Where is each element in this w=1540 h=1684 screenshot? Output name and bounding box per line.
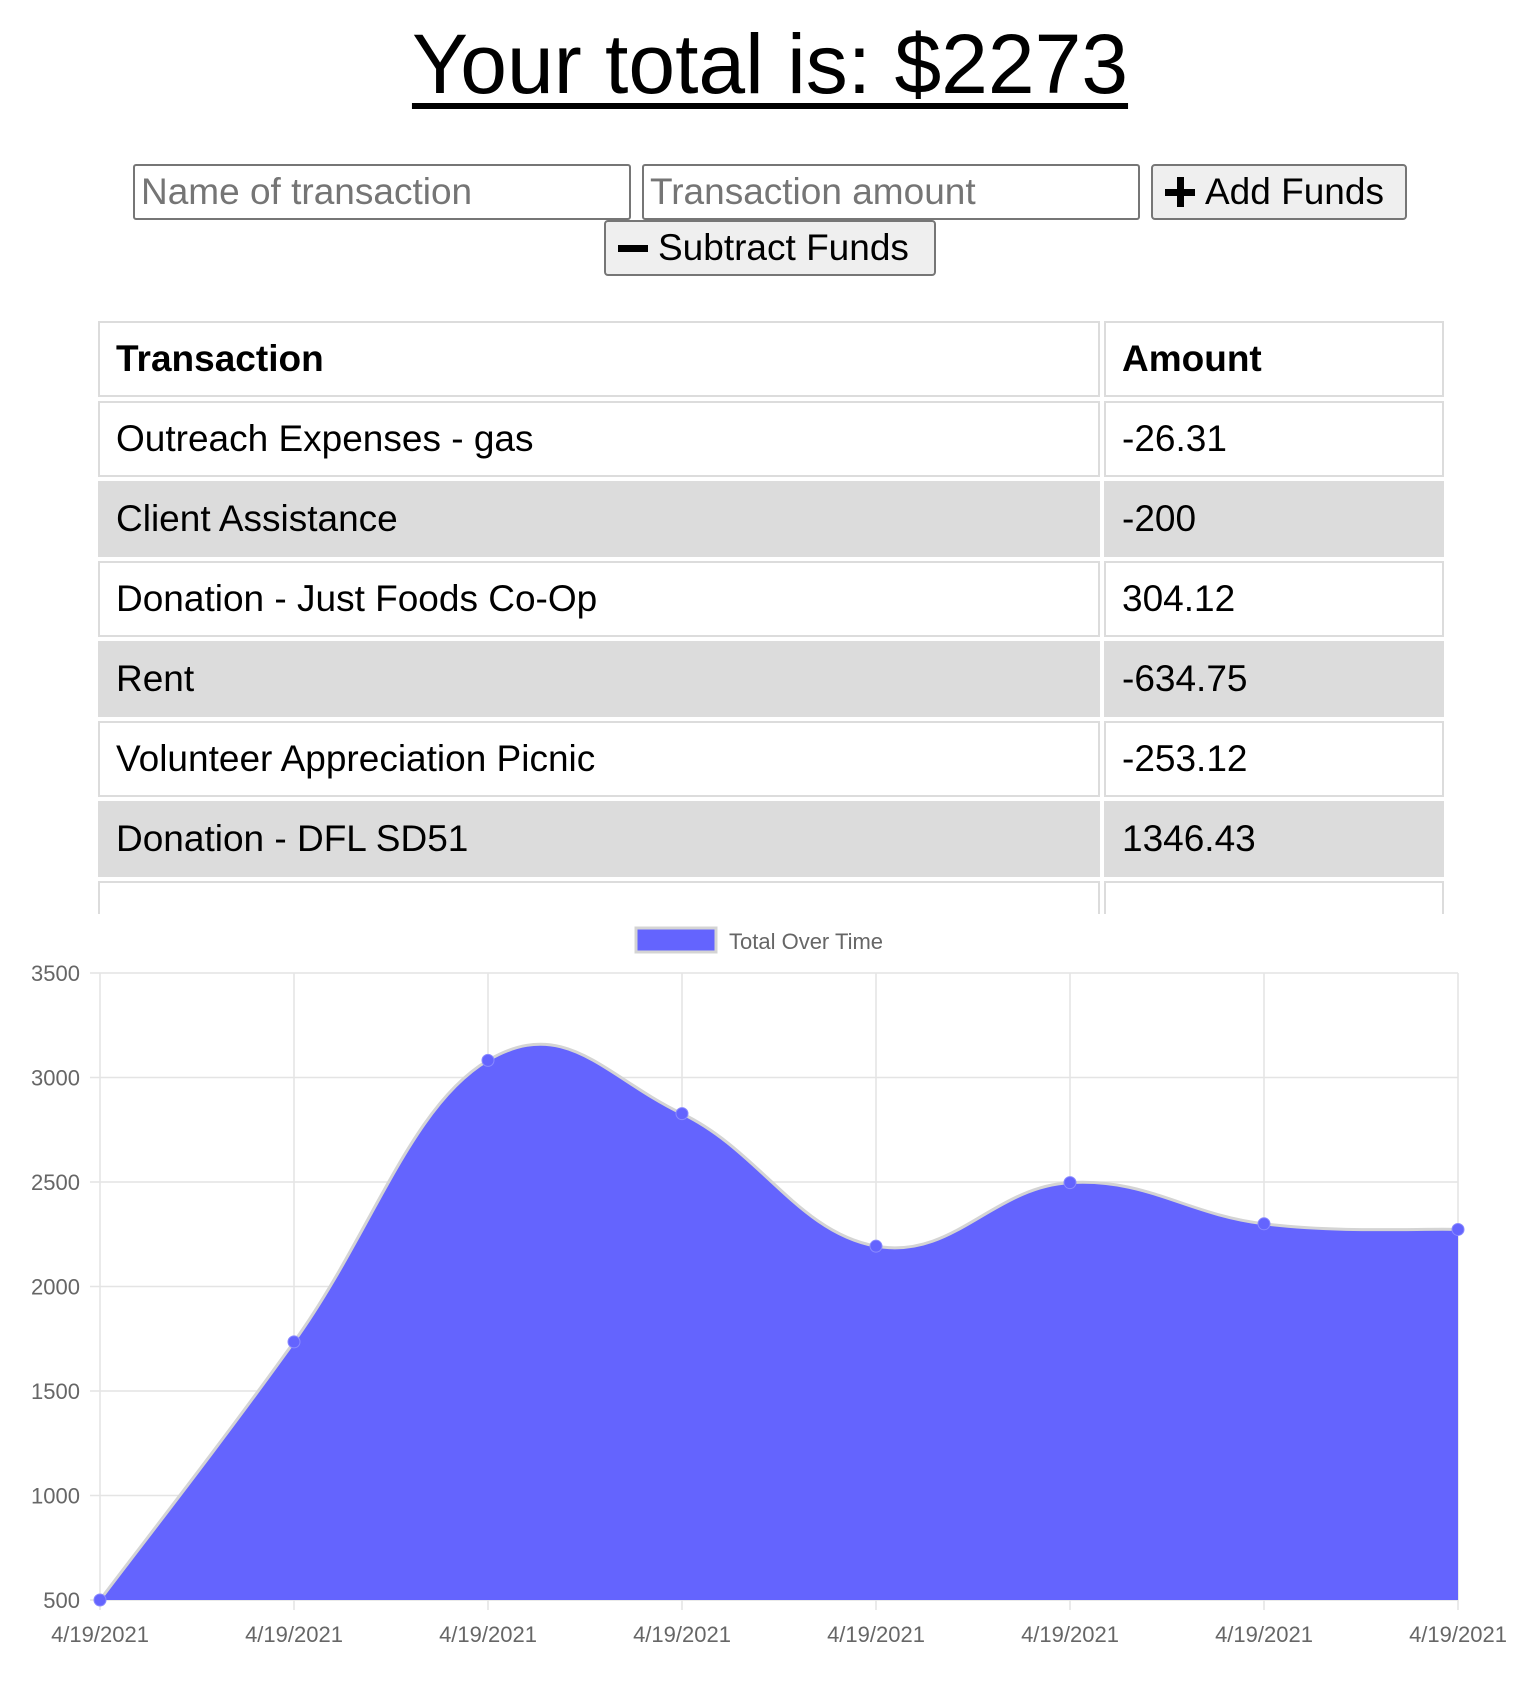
x-axis-ticks: 4/19/2021 4/19/2021 4/19/2021 4/19/2021 4/19… bbox=[51, 1622, 1507, 1647]
data-point bbox=[93, 1593, 107, 1607]
transaction-name: Rent bbox=[98, 641, 1100, 717]
data-point bbox=[481, 1053, 495, 1067]
y-tick-label: 3000 bbox=[31, 1066, 80, 1091]
table-row: Outreach Expenses - gas -26.31 bbox=[98, 401, 1444, 477]
transaction-amount: 1346.43 bbox=[1104, 801, 1444, 877]
subtract-funds-button[interactable]: Subtract Funds bbox=[604, 220, 936, 276]
chart-legend[interactable]: Total Over Time bbox=[634, 926, 883, 954]
table-row: Rent -634.75 bbox=[98, 641, 1444, 717]
y-tick-label: 2500 bbox=[31, 1170, 80, 1195]
header-amount: Amount bbox=[1104, 321, 1444, 397]
transaction-name: Client Assistance bbox=[98, 481, 1100, 557]
minus-icon bbox=[618, 233, 648, 263]
transaction-amount bbox=[1104, 881, 1444, 914]
chart-series-line bbox=[98, 1042, 1459, 1601]
chart-points bbox=[93, 1053, 1465, 1607]
transaction-amount: -200 bbox=[1104, 481, 1444, 557]
data-point bbox=[675, 1107, 689, 1121]
transaction-amount: -634.75 bbox=[1104, 641, 1444, 717]
x-tick-label: 4/19/2021 bbox=[245, 1622, 343, 1647]
data-point bbox=[287, 1335, 301, 1349]
x-tick-label: 4/19/2021 bbox=[827, 1622, 925, 1647]
table-row bbox=[98, 881, 1444, 914]
x-tick-label: 4/19/2021 bbox=[1409, 1622, 1507, 1647]
transaction-name: Donation - Just Foods Co-Op bbox=[98, 561, 1100, 637]
transaction-amount: -26.31 bbox=[1104, 401, 1444, 477]
x-tick-label: 4/19/2021 bbox=[1021, 1622, 1119, 1647]
transaction-name: Donation - DFL SD51 bbox=[98, 801, 1100, 877]
table-header-row: Transaction Amount bbox=[98, 321, 1444, 397]
transactions-table: Transaction Amount Outreach Expenses - g… bbox=[96, 317, 1446, 914]
x-tick-label: 4/19/2021 bbox=[51, 1622, 149, 1647]
add-funds-label: Add Funds bbox=[1205, 171, 1384, 212]
page-title: Your total is: $2273 bbox=[411, 17, 1129, 111]
data-point bbox=[1451, 1222, 1465, 1236]
header-transaction: Transaction bbox=[98, 321, 1100, 397]
x-tick-label: 4/19/2021 bbox=[439, 1622, 537, 1647]
x-tick-label: 4/19/2021 bbox=[633, 1622, 731, 1647]
transaction-name: Volunteer Appreciation Picnic bbox=[98, 721, 1100, 797]
y-tick-label: 2000 bbox=[31, 1275, 80, 1300]
transactions-table-container[interactable]: Transaction Amount Outreach Expenses - g… bbox=[96, 317, 1446, 914]
transaction-name: Outreach Expenses - gas bbox=[98, 401, 1100, 477]
transaction-name-input[interactable] bbox=[133, 164, 631, 220]
subtract-funds-label: Subtract Funds bbox=[658, 227, 909, 268]
table-row: Donation - Just Foods Co-Op 304.12 bbox=[98, 561, 1444, 637]
table-row: Client Assistance -200 bbox=[98, 481, 1444, 557]
legend-label: Total Over Time bbox=[729, 929, 883, 954]
y-axis-ticks: 500 1000 1500 2000 2500 3000 3500 bbox=[31, 961, 80, 1613]
add-funds-button[interactable]: Add Funds bbox=[1151, 164, 1407, 220]
transaction-amount-input[interactable] bbox=[642, 164, 1140, 220]
transaction-name bbox=[98, 881, 1100, 914]
data-point bbox=[1257, 1217, 1271, 1231]
chart-area-fill bbox=[100, 1044, 1458, 1600]
y-tick-label: 3500 bbox=[31, 961, 80, 986]
data-point bbox=[869, 1239, 883, 1253]
table-row: Donation - DFL SD51 1346.43 bbox=[98, 801, 1444, 877]
transaction-amount: 304.12 bbox=[1104, 561, 1444, 637]
transaction-amount: -253.12 bbox=[1104, 721, 1444, 797]
legend-swatch bbox=[634, 926, 718, 954]
x-tick-label: 4/19/2021 bbox=[1215, 1622, 1313, 1647]
data-point bbox=[1063, 1176, 1077, 1190]
plus-icon bbox=[1165, 177, 1195, 207]
y-tick-label: 500 bbox=[43, 1588, 80, 1613]
table-row: Volunteer Appreciation Picnic -253.12 bbox=[98, 721, 1444, 797]
y-tick-label: 1500 bbox=[31, 1379, 80, 1404]
y-tick-label: 1000 bbox=[31, 1484, 80, 1509]
